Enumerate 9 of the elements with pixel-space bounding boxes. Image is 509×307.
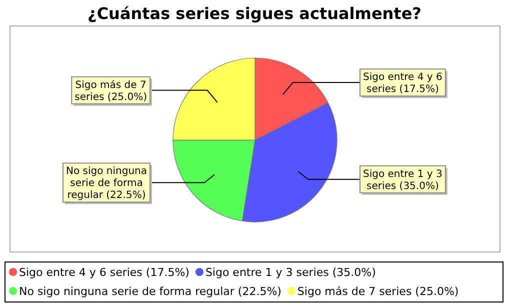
legend-label: Sigo entre 4 y 6 series (17.5%) (19, 266, 190, 279)
slice-label: Sigo entre 4 y 6 series (17.5%) (363, 72, 442, 96)
legend-label: No sigo ninguna serie de forma regular (22.5%) (19, 285, 282, 298)
slice-label: No sigo ninguna serie de forma regular (22.5%) (66, 166, 147, 202)
slice-label: Sigo más de 7 series (25.0%) (74, 80, 148, 103)
chart-title: ¿Cuántas series sigues actualmente? (88, 4, 422, 23)
legend-label: Sigo entre 1 y 3 series (35.0%) (205, 266, 376, 279)
legend-label: Sigo más de 7 series (25.0%) (297, 285, 459, 298)
slice-label: Sigo entre 1 y 3 series (35.0%) (363, 168, 442, 192)
